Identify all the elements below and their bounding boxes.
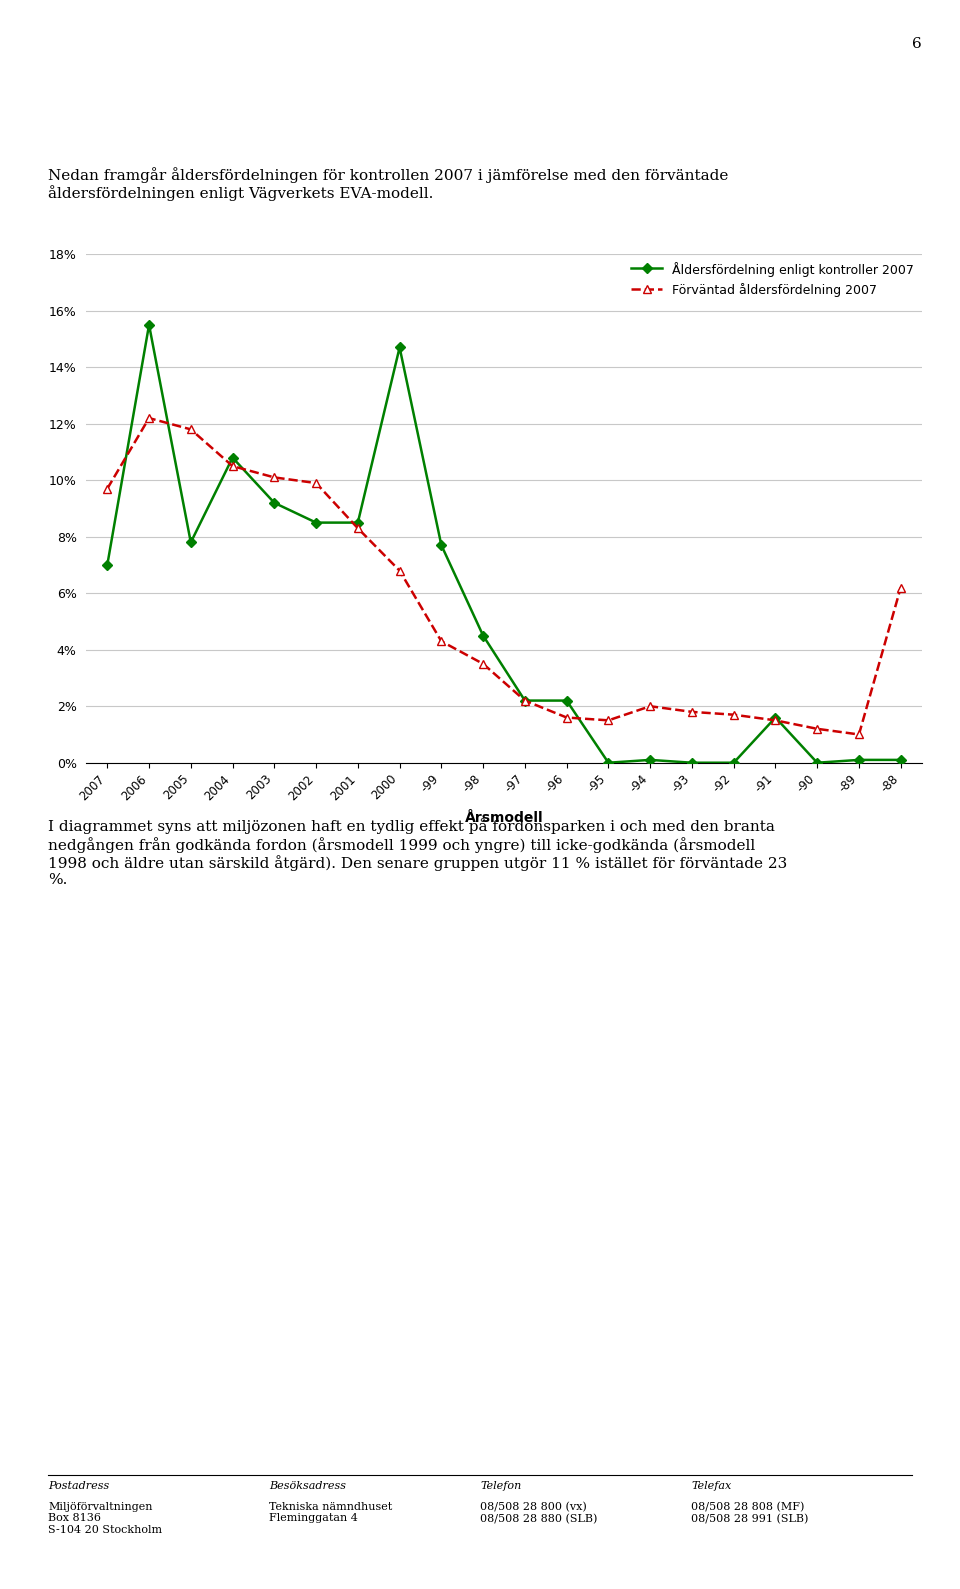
Förväntad åldersfördelning 2007 [436,632,447,651]
Förväntad åldersfördelning 2007 [686,702,698,721]
Åldersfördelning enligt kontroller 2007 [644,750,656,769]
Åldersfördelning enligt kontroller 2007 [269,493,280,512]
Legend: Åldersfördelning enligt kontroller 2007, Förväntad åldersfördelning 2007: Åldersfördelning enligt kontroller 2007,… [626,257,919,302]
Åldersfördelning enligt kontroller 2007 [227,448,238,467]
Text: Tekniska nämndhuset
Fleminggatan 4: Tekniska nämndhuset Fleminggatan 4 [269,1502,392,1524]
Förväntad åldersfördelning 2007 [352,518,364,537]
Åldersfördelning enligt kontroller 2007 [477,626,489,645]
Förväntad åldersfördelning 2007 [227,456,238,475]
Text: 6: 6 [912,37,922,51]
Förväntad åldersfördelning 2007 [853,725,865,744]
Åldersfördelning enligt kontroller 2007 [603,753,614,772]
Åldersfördelning enligt kontroller 2007 [185,532,197,551]
Text: I diagrammet syns att miljözonen haft en tydlig effekt på fordonsparken i och me: I diagrammet syns att miljözonen haft en… [48,818,787,887]
Text: Postadress: Postadress [48,1481,109,1490]
Åldersfördelning enligt kontroller 2007 [310,513,322,532]
Text: 08/508 28 800 (vx)
08/508 28 880 (SLB): 08/508 28 800 (vx) 08/508 28 880 (SLB) [480,1502,597,1524]
Åldersfördelning enligt kontroller 2007 [811,753,823,772]
Åldersfördelning enligt kontroller 2007 [519,691,531,710]
Förväntad åldersfördelning 2007 [310,474,322,493]
Åldersfördelning enligt kontroller 2007 [143,315,155,334]
Förväntad åldersfördelning 2007 [102,480,113,499]
Förväntad åldersfördelning 2007 [477,655,489,674]
Text: Miljöförvaltningen
Box 8136
S-104 20 Stockholm: Miljöförvaltningen Box 8136 S-104 20 Sto… [48,1502,162,1535]
Åldersfördelning enligt kontroller 2007 [436,535,447,555]
Åldersfördelning enligt kontroller 2007 [394,338,405,358]
Text: Nedan framgår åldersfördelningen för kontrollen 2007 i jämförelse med den förvän: Nedan framgår åldersfördelningen för kon… [48,167,729,202]
Line: Åldersfördelning enligt kontroller 2007: Åldersfördelning enligt kontroller 2007 [104,321,904,766]
Åldersfördelning enligt kontroller 2007 [728,753,739,772]
Förväntad åldersfördelning 2007 [811,720,823,739]
Förväntad åldersfördelning 2007 [561,709,572,728]
X-axis label: Årsmodell: Årsmodell [465,810,543,825]
Förväntad åldersfördelning 2007 [185,419,197,439]
Förväntad åldersfördelning 2007 [394,561,405,580]
Åldersfördelning enligt kontroller 2007 [686,753,698,772]
Förväntad åldersfördelning 2007 [269,467,280,486]
Line: Förväntad åldersfördelning 2007: Förväntad åldersfördelning 2007 [103,413,905,739]
Förväntad åldersfördelning 2007 [644,696,656,715]
Förväntad åldersfördelning 2007 [895,578,906,597]
Åldersfördelning enligt kontroller 2007 [352,513,364,532]
Förväntad åldersfördelning 2007 [770,710,781,729]
Åldersfördelning enligt kontroller 2007 [853,750,865,769]
Text: Besöksadress: Besöksadress [269,1481,346,1490]
Åldersfördelning enligt kontroller 2007 [102,556,113,575]
Text: Telefon: Telefon [480,1481,521,1490]
Förväntad åldersfördelning 2007 [728,706,739,725]
Åldersfördelning enligt kontroller 2007 [895,750,906,769]
Förväntad åldersfördelning 2007 [603,710,614,729]
Förväntad åldersfördelning 2007 [143,408,155,427]
Text: Telefax: Telefax [691,1481,732,1490]
Förväntad åldersfördelning 2007 [519,691,531,710]
Text: 08/508 28 808 (MF)
08/508 28 991 (SLB): 08/508 28 808 (MF) 08/508 28 991 (SLB) [691,1502,808,1524]
Åldersfördelning enligt kontroller 2007 [770,709,781,728]
Åldersfördelning enligt kontroller 2007 [561,691,572,710]
